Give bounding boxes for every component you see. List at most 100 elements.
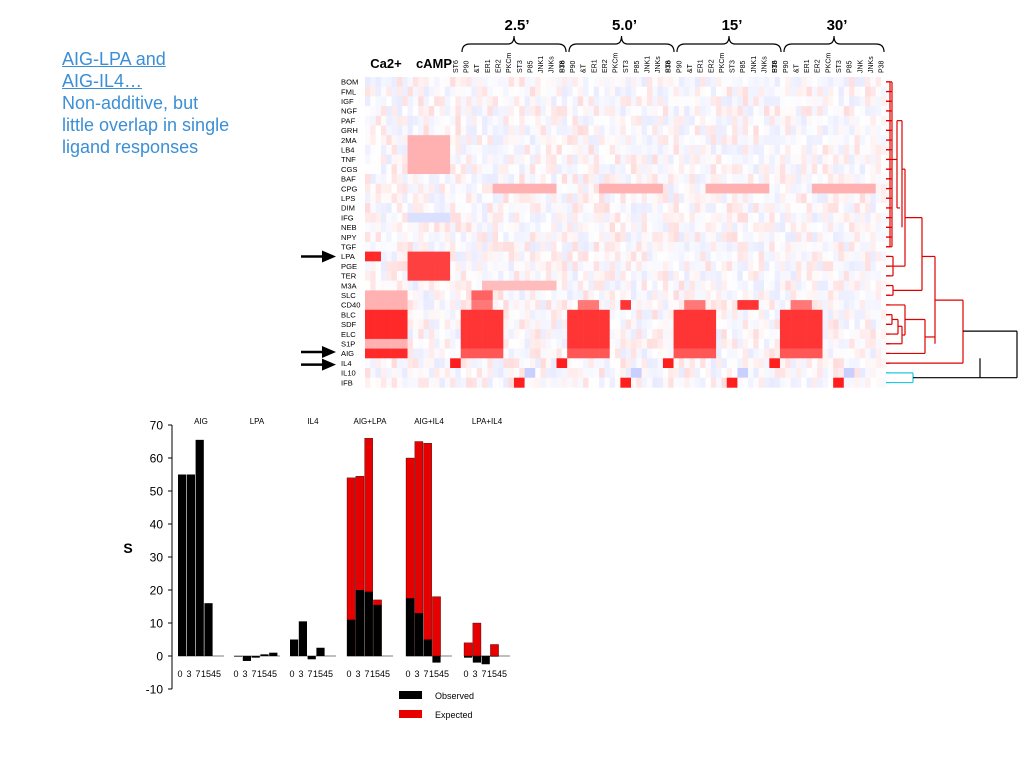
heatmap-cell (817, 183, 823, 194)
heatmap-cell (726, 135, 733, 146)
heatmap-cell (370, 212, 376, 223)
heatmap-cell (615, 106, 621, 117)
heatmap-cell (625, 300, 632, 311)
heatmap-cell (875, 261, 882, 272)
heatmap-cell (652, 309, 658, 320)
heatmap-cell (822, 261, 829, 272)
note-link-line2[interactable]: AIG-IL4… (62, 71, 143, 91)
heatmap-cell (556, 174, 563, 184)
heatmap-cell (418, 271, 424, 281)
heatmap-cell (870, 309, 877, 320)
heatmap-cell (795, 115, 802, 126)
heatmap-cell (668, 212, 674, 223)
heatmap-cell (412, 164, 419, 175)
heatmap-cell (700, 261, 706, 272)
heatmap-cell (875, 135, 882, 146)
heatmap-cell (785, 183, 791, 194)
heatmap-cell (370, 300, 376, 311)
heatmap-cell (380, 348, 387, 359)
heatmap-cell (833, 106, 839, 117)
heatmap-cell (365, 96, 371, 107)
heatmap-cell (849, 106, 855, 117)
heatmap-cell (811, 290, 818, 301)
heatmap-cell (684, 174, 690, 184)
heatmap-cell (380, 222, 387, 233)
note-link-line1[interactable]: AIG-LPA and (62, 49, 166, 69)
heatmap-cell (758, 358, 765, 369)
heatmap-cell (662, 261, 669, 272)
heatmap-cell (811, 212, 818, 223)
heatmap-cell (593, 261, 600, 272)
heatmap-cell (572, 212, 579, 223)
heatmap-cell (588, 154, 595, 165)
heatmap-cell (498, 144, 504, 155)
heatmap-cell (482, 377, 488, 388)
heatmap-cell (737, 222, 744, 233)
heatmap-cell (412, 125, 419, 136)
heatmap-cell (854, 290, 861, 301)
heatmap-cell (577, 86, 584, 97)
heatmap-cell (721, 86, 728, 97)
heatmap-cell (529, 329, 536, 340)
heatmap-cell (561, 193, 568, 204)
heatmap-cell (609, 222, 616, 233)
heatmap-cell (806, 319, 813, 330)
heatmap-cell (641, 193, 648, 204)
heatmap-cell (396, 358, 403, 369)
observed-bar (260, 654, 269, 656)
heatmap-cell (412, 348, 419, 359)
heatmap-cell (833, 125, 839, 136)
heatmap-cell (583, 329, 589, 340)
heatmap-cell (636, 135, 642, 146)
heatmap-cell (391, 377, 398, 388)
heatmap-cell (631, 125, 637, 136)
heatmap-cell (769, 125, 775, 136)
heatmap-cell (402, 319, 408, 330)
heatmap-cell (817, 261, 823, 272)
heatmap-cell (833, 319, 839, 330)
heatmap-cell (710, 203, 717, 214)
heatmap-cell (742, 106, 749, 117)
heatmap-cell (881, 271, 887, 281)
heatmap-cell (753, 96, 759, 107)
heatmap-cell (503, 348, 509, 359)
heatmap-cell (572, 174, 579, 184)
heatmap-cell (418, 261, 424, 272)
heatmap-cell (625, 86, 632, 97)
heatmap-cell (498, 125, 504, 136)
heatmap-cell (790, 329, 797, 340)
heatmap-cell (444, 358, 451, 369)
heatmap-cell (476, 300, 483, 311)
heatmap-cell (646, 348, 653, 359)
heatmap-cell (370, 358, 376, 369)
heatmap-cell (657, 174, 664, 184)
heatmap-cell (503, 290, 509, 301)
heatmap-cell (758, 212, 765, 223)
heatmap-cell (865, 164, 871, 175)
heatmap-cell (833, 309, 839, 320)
heatmap-cell (764, 164, 770, 175)
heatmap-cell (386, 106, 392, 117)
heatmap-cell (529, 280, 536, 291)
heatmap-cell (662, 251, 669, 262)
heatmap-cell (620, 358, 626, 369)
heatmap-cell (774, 86, 781, 97)
heatmap-cell (391, 241, 398, 252)
heatmap-cell (545, 377, 552, 388)
heatmap-cell (567, 193, 573, 204)
heatmap-cell (822, 348, 829, 359)
heatmap-cell (450, 193, 456, 204)
heatmap-cell (710, 280, 717, 291)
heatmap-cell (827, 96, 834, 107)
heatmap-cell (423, 86, 430, 97)
heatmap-cell (678, 203, 685, 214)
heatmap-cell (705, 319, 712, 330)
heatmap-cell (710, 319, 717, 330)
heatmap-cell (742, 193, 749, 204)
heatmap-cell (615, 319, 621, 330)
heatmap-cell (689, 154, 696, 165)
heatmap-cell (572, 96, 579, 107)
heatmap-cell (498, 377, 504, 388)
heatmap-cell (508, 300, 515, 311)
heatmap-cell (700, 96, 706, 107)
